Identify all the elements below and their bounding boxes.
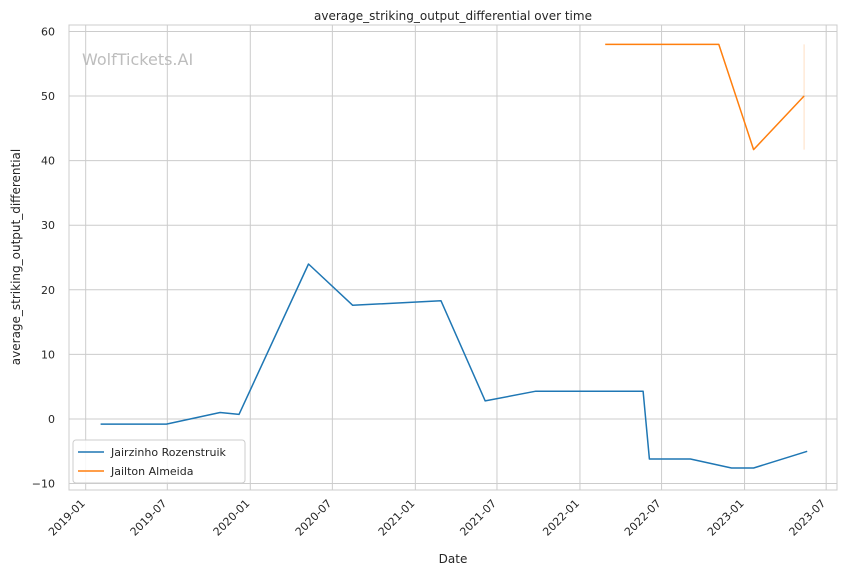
series-lines	[100, 43, 808, 469]
y-tick-label: 40	[41, 155, 55, 168]
watermark: WolfTickets.AI	[82, 50, 193, 69]
y-tick-label: 20	[41, 284, 55, 297]
series-line-0	[100, 263, 808, 469]
y-tick-label: 10	[41, 348, 55, 361]
y-axis-ticks: −10 0 10 20 30 40 50 60	[32, 25, 55, 490]
legend-box	[72, 439, 246, 484]
y-tick-label: 50	[41, 90, 55, 103]
grid-lines	[69, 25, 837, 490]
plot-frame	[68, 24, 838, 491]
y-tick-label: 60	[41, 25, 55, 38]
legend: Jairzinho Rozenstruik Jailton Almeida	[72, 439, 246, 484]
x-axis-label: Date	[439, 552, 468, 566]
y-tick-label: 0	[48, 413, 55, 426]
series-line-1	[605, 43, 805, 151]
y-axis-label: average_striking_output_differential	[9, 149, 23, 365]
chart-title: average_striking_output_differential ove…	[314, 9, 592, 23]
legend-label-jailton: Jailton Almeida	[110, 465, 193, 478]
y-tick-label: −10	[32, 478, 55, 491]
plot-area: WolfTickets.AI Jairzinho Rozenstruik Jai…	[68, 24, 838, 491]
y-tick-label: 30	[41, 219, 55, 232]
legend-label-jairzinho: Jairzinho Rozenstruik	[110, 446, 227, 459]
